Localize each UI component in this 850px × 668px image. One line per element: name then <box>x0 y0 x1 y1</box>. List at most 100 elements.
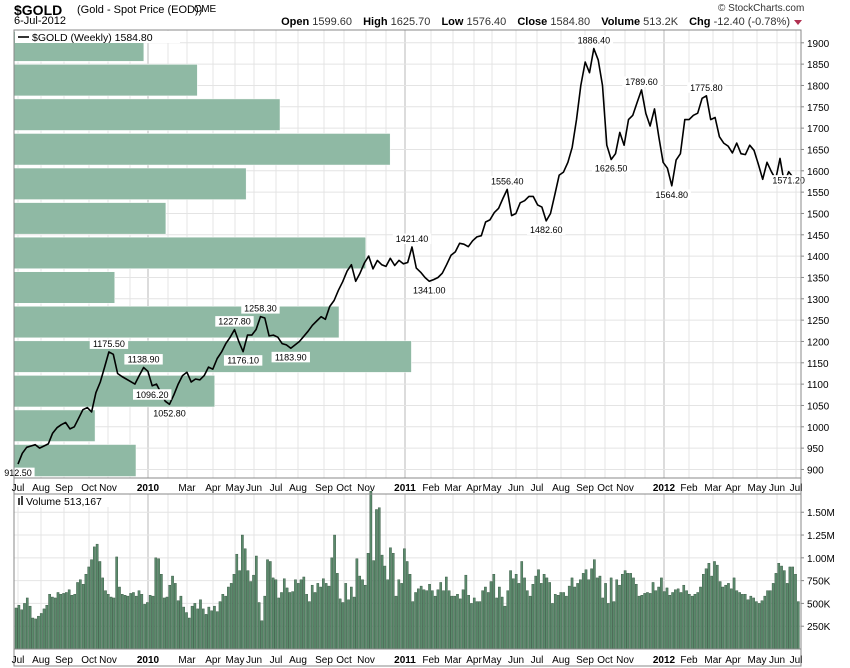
volume-bar <box>431 590 434 650</box>
volume-bar <box>509 570 512 650</box>
open-label: Open <box>281 16 310 28</box>
volume-bar <box>154 557 158 650</box>
price-x-label: Oct <box>336 483 352 494</box>
volume-bar <box>151 595 155 650</box>
volume-bar <box>221 594 225 650</box>
price-annotation: 1258.30 <box>244 304 277 314</box>
volume-x-label: May <box>748 655 767 666</box>
volume-bar <box>699 586 702 650</box>
price-tick-label: 1200 <box>807 337 830 348</box>
volume-bar <box>715 564 719 650</box>
volume-bar <box>743 594 747 650</box>
volume-bar <box>394 595 398 650</box>
volume-bar <box>671 592 674 650</box>
volume-bar <box>674 589 677 650</box>
price-legend-bg <box>15 31 180 43</box>
price-annotation: 1052.80 <box>153 408 186 418</box>
volume-bar <box>785 583 789 650</box>
volume-bar <box>366 553 370 650</box>
price-x-label: Nov <box>616 483 634 494</box>
volume-bar <box>718 581 722 650</box>
price-x-label: Apr <box>205 483 221 494</box>
volume-bar <box>679 592 683 650</box>
volume-bar <box>330 557 334 650</box>
volume-bar <box>422 589 426 650</box>
volume-bar <box>727 583 730 650</box>
price-tick-label: 1050 <box>807 401 830 412</box>
volume-bar <box>512 578 515 650</box>
volume-bar <box>523 577 526 650</box>
volume-bar <box>685 590 688 650</box>
volume-bar <box>123 595 127 650</box>
volume-bar <box>629 573 632 650</box>
volume-bar <box>389 547 392 650</box>
volume-bar <box>710 575 713 650</box>
volume-bar <box>59 594 63 650</box>
price-tick-label: 1850 <box>807 60 830 71</box>
price-label-bg <box>1 467 35 479</box>
volume-bar <box>255 555 258 650</box>
volume-x-label: Jun <box>769 655 785 666</box>
volume-bar <box>199 599 202 650</box>
volume-bar <box>344 583 348 650</box>
volume-x-label: Oct <box>81 655 97 666</box>
volume-bar <box>120 594 124 650</box>
price-x-label: Aug <box>289 483 307 494</box>
volume-bar <box>704 568 708 650</box>
volume-bar <box>646 592 649 650</box>
volume-bar <box>593 559 596 650</box>
volume-bar <box>302 576 306 650</box>
price-tick-label: 1900 <box>807 39 830 50</box>
price-x-label: Jun <box>508 483 524 494</box>
volume-bar <box>623 570 627 650</box>
price-x-label: Nov <box>357 483 375 494</box>
volume-bar <box>104 590 107 650</box>
volume-bar <box>478 601 482 650</box>
ohlc-summary: Open 1599.60 High 1625.70 Low 1576.40 Cl… <box>273 16 790 28</box>
volume-bar <box>503 605 507 650</box>
volume-x-label: Nov <box>357 655 375 666</box>
volume-bar <box>657 586 660 650</box>
volume-bar <box>285 587 289 650</box>
price-annotation: 1227.80 <box>218 317 251 327</box>
volume-bar <box>310 584 314 650</box>
price-label-bg <box>133 389 172 400</box>
volume-bar <box>651 582 655 650</box>
volume-bar <box>148 595 152 650</box>
volume-by-price-bar <box>13 409 96 442</box>
volume-xaxis-border <box>13 648 802 667</box>
volume-bar <box>612 601 616 650</box>
volume-bar <box>235 553 239 650</box>
price-x-label: May <box>483 483 502 494</box>
volume-bar <box>626 573 630 650</box>
price-x-label: Jul <box>790 483 803 494</box>
volume-bar <box>408 574 412 650</box>
volume-bar <box>386 579 389 650</box>
volume-bar <box>338 598 342 650</box>
chart-header: $GOLD (Gold - Spot Price (EOD)) CME 6-Ju… <box>0 0 850 30</box>
volume-bar <box>227 586 230 650</box>
price-tick-label: 1000 <box>807 423 830 434</box>
volume-bar <box>14 607 18 650</box>
volume-bar <box>721 586 725 650</box>
price-x-label: Sep <box>576 483 594 494</box>
price-label-bg <box>223 355 263 366</box>
volume-bar <box>484 586 487 650</box>
volume-bar <box>411 601 415 650</box>
volume-bar <box>355 558 359 650</box>
price-label-bg <box>622 76 661 87</box>
high-value: 1625.70 <box>390 16 431 28</box>
volume-legend-bg <box>15 495 120 507</box>
volume-bar <box>282 578 286 650</box>
open-value: 1599.60 <box>312 16 353 28</box>
volume-bar <box>724 584 727 650</box>
volume-bar <box>766 590 769 650</box>
volume-bar <box>601 597 605 650</box>
volume-by-price-bar <box>13 64 198 97</box>
volume-bar <box>372 560 375 650</box>
volume-bar <box>573 586 577 650</box>
volume-bar <box>551 603 554 650</box>
volume-bar <box>643 593 646 650</box>
volume-bar <box>581 573 585 650</box>
